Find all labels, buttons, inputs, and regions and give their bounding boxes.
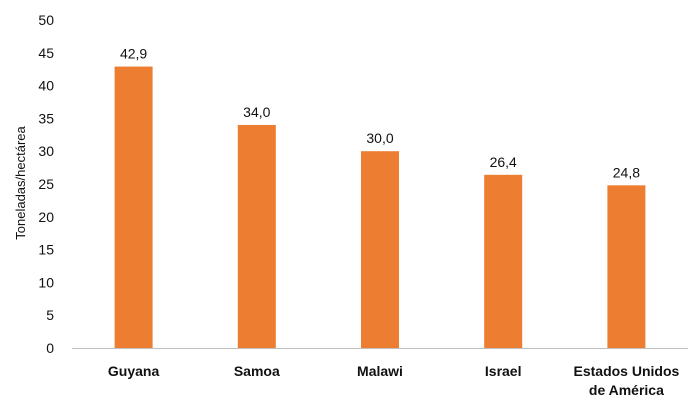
category-label: Estados Unidos de América: [574, 363, 680, 398]
category-label-line: Estados Unidos: [574, 363, 680, 379]
category-label-line: Malawi: [357, 363, 403, 379]
category-label: Israel: [485, 363, 522, 379]
data-label: 34,0: [243, 104, 270, 120]
y-tick-label: 15: [38, 242, 54, 258]
category-labels: Guyana Samoa Malawi Israel Estados Unidos de …: [108, 363, 680, 398]
data-label: 26,4: [490, 154, 517, 170]
category-label-line: Israel: [485, 363, 522, 379]
category-label: Malawi: [357, 363, 403, 379]
bar: [237, 124, 276, 349]
data-labels: 42,9 34,0 30,0 26,4 24,8: [120, 46, 640, 181]
y-tick-label: 35: [38, 110, 54, 126]
y-tick-label: 5: [46, 307, 54, 323]
y-tick-label: 25: [38, 176, 54, 192]
bars: [114, 66, 646, 349]
data-label: 24,8: [613, 164, 640, 180]
y-axis-ticks: 0 5 10 15 20 25 30 35 40 45 50: [38, 12, 54, 356]
category-label: Guyana: [108, 363, 160, 379]
y-tick-label: 10: [38, 274, 54, 290]
category-label-line: Samoa: [234, 363, 280, 379]
y-tick-label: 0: [46, 340, 54, 356]
category-label-line: Guyana: [108, 363, 160, 379]
bar: [114, 66, 153, 349]
y-tick-label: 20: [38, 209, 54, 225]
category-label: Samoa: [234, 363, 280, 379]
bar: [361, 151, 399, 348]
data-label: 30,0: [366, 130, 393, 146]
y-tick-label: 45: [38, 45, 54, 61]
data-label: 42,9: [120, 46, 147, 62]
y-tick-label: 30: [38, 143, 54, 159]
y-tick-label: 50: [38, 12, 54, 28]
category-label-line: de América: [589, 382, 664, 398]
bar: [484, 174, 523, 348]
y-tick-label: 40: [38, 78, 54, 94]
y-axis-label: Toneladas/hectárea: [13, 126, 28, 240]
bar: [607, 185, 646, 348]
